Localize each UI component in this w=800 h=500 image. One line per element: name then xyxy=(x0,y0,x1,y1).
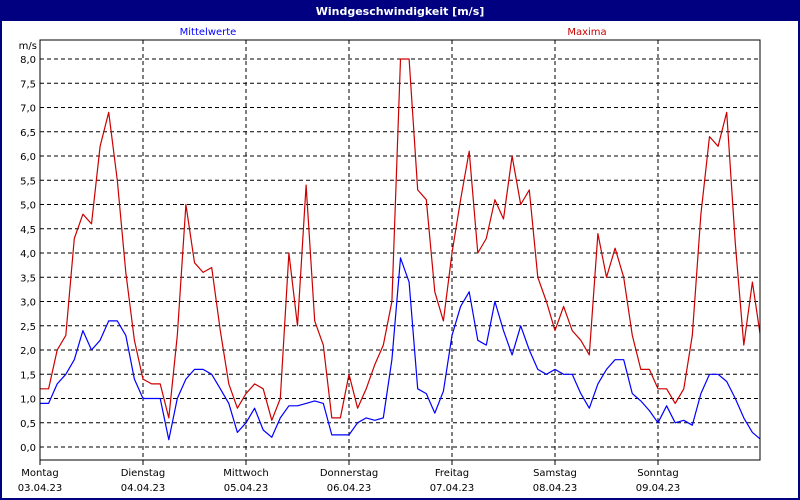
x-tick-day: Sonntag xyxy=(637,468,679,479)
y-tick-label: 2,5 xyxy=(20,322,36,333)
y-tick-label: 7,5 xyxy=(20,79,36,90)
x-tick-date: 03.04.23 xyxy=(18,483,63,494)
y-tick-label: 3,0 xyxy=(20,298,36,309)
x-tick-day: Donnerstag xyxy=(320,468,378,479)
x-tick-day: Montag xyxy=(21,468,58,479)
x-tick-day: Freitag xyxy=(435,468,469,479)
y-tick-label: 0,5 xyxy=(20,419,36,430)
window-title: Windgeschwindigkeit [m/s] xyxy=(2,2,798,21)
y-tick-label: 2,0 xyxy=(20,346,36,357)
y-tick-label: 4,5 xyxy=(20,225,36,236)
x-tick-day: Mittwoch xyxy=(223,468,268,479)
series-line-mittelwerte xyxy=(40,257,760,441)
y-tick-label: 0,0 xyxy=(20,443,36,454)
y-tick-label: 3,5 xyxy=(20,273,36,284)
x-tick-date: 09.04.23 xyxy=(636,483,681,494)
y-tick-label: 1,0 xyxy=(20,395,36,406)
y-axis-unit: m/s xyxy=(19,41,37,52)
legend-maxima: Maxima xyxy=(567,27,606,38)
x-tick-day: Samstag xyxy=(533,468,577,479)
legend-mittelwerte: Mittelwerte xyxy=(180,27,237,38)
x-tick-date: 04.04.23 xyxy=(121,483,166,494)
series-line-maxima xyxy=(40,58,760,421)
x-tick-date: 05.04.23 xyxy=(224,483,269,494)
y-tick-label: 5,0 xyxy=(20,201,36,212)
y-tick-label: 5,5 xyxy=(20,176,36,187)
y-tick-label: 6,0 xyxy=(20,152,36,163)
y-tick-label: 8,0 xyxy=(20,55,36,66)
y-tick-label: 6,5 xyxy=(20,128,36,139)
y-tick-label: 7,0 xyxy=(20,104,36,115)
y-tick-label: 4,0 xyxy=(20,249,36,260)
x-tick-date: 06.04.23 xyxy=(327,483,372,494)
x-tick-date: 08.04.23 xyxy=(533,483,578,494)
series-lines xyxy=(40,58,760,441)
x-tick-day: Dienstag xyxy=(121,468,166,479)
y-tick-label: 1,5 xyxy=(20,370,36,381)
x-tick-labels: Montag 03.04.23 Dienstag 04.04.23 Mittwoch 05… xyxy=(18,468,681,494)
x-tick-date: 07.04.23 xyxy=(430,483,475,494)
grid xyxy=(39,40,760,465)
y-tick-labels: 0,0 0,5 1,0 1,5 2,0 2,5 3,0 3,5 4,0 4,5 5,0 5,5 6,0 6… xyxy=(20,55,36,454)
plot-frame xyxy=(39,39,761,461)
